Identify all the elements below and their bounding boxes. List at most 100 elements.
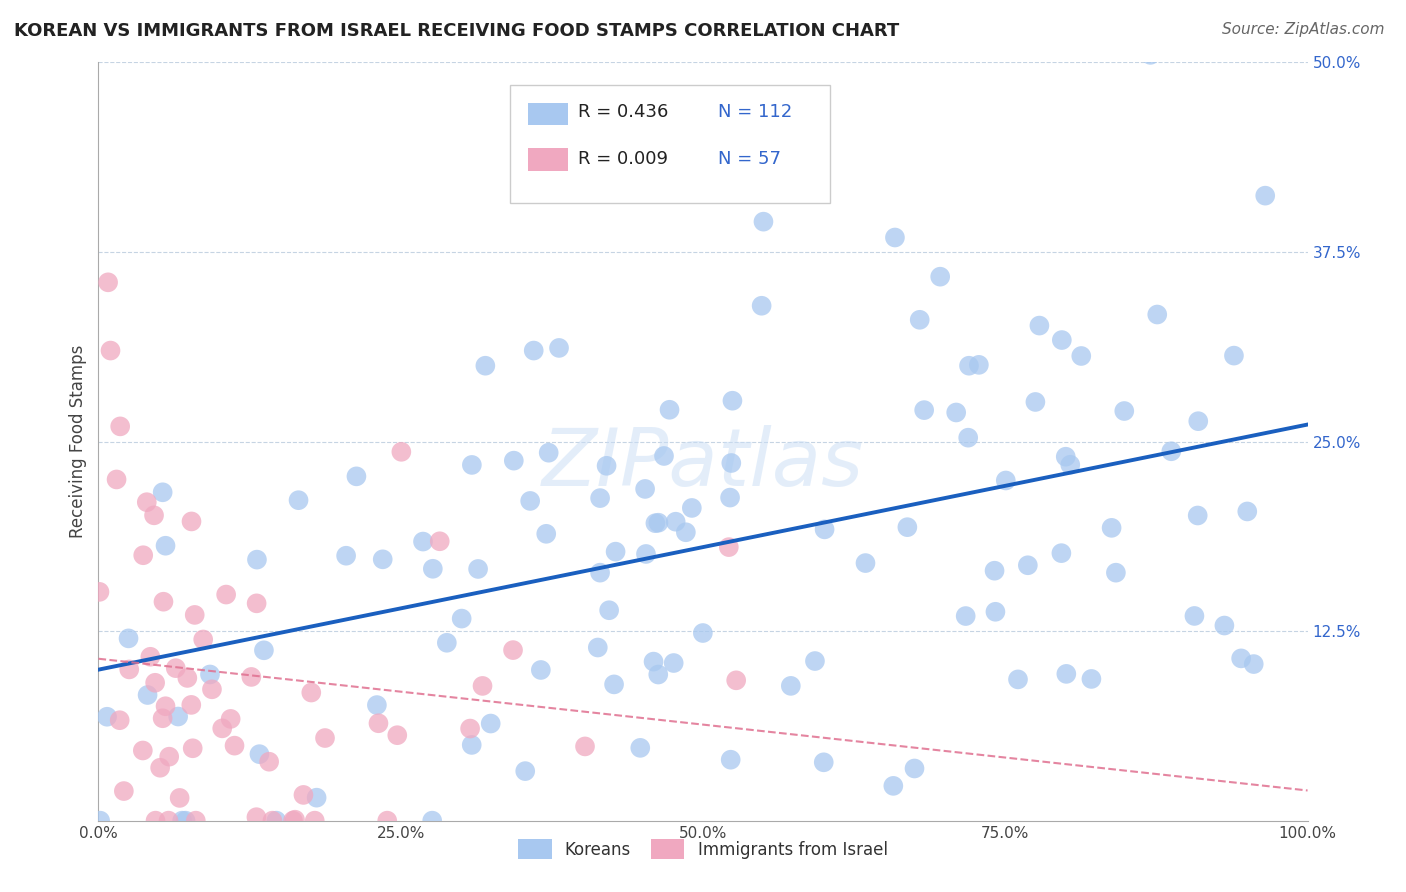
Point [253, 643, 276, 657]
Point [314, 731, 336, 745]
Point [389, 445, 412, 459]
Point [249, 747, 271, 761]
Point [903, 762, 925, 776]
Point [692, 626, 714, 640]
Point [589, 566, 612, 580]
Point [967, 358, 990, 372]
Point [752, 214, 775, 228]
Point [198, 667, 221, 681]
Point [634, 547, 657, 561]
Point [519, 494, 541, 508]
Point [412, 534, 434, 549]
Point [335, 549, 357, 563]
Point [1017, 558, 1039, 573]
Point [299, 685, 322, 699]
Point [262, 814, 284, 828]
Point [1146, 308, 1168, 322]
Point [1028, 318, 1050, 333]
Point [97, 275, 120, 289]
Point [589, 491, 612, 505]
Point [1024, 395, 1046, 409]
Point [474, 359, 496, 373]
Point [1070, 349, 1092, 363]
Point [955, 609, 977, 624]
Point [458, 722, 481, 736]
Point [643, 655, 665, 669]
Point [1243, 657, 1265, 671]
Point [1054, 666, 1077, 681]
Point [450, 611, 472, 625]
Point [1007, 673, 1029, 687]
Point [720, 753, 742, 767]
Point [201, 682, 224, 697]
Point [139, 649, 162, 664]
Point [574, 739, 596, 754]
Point [169, 791, 191, 805]
Text: N = 57: N = 57 [717, 150, 780, 168]
Point [180, 698, 202, 712]
Text: R = 0.009: R = 0.009 [578, 150, 668, 168]
Point [882, 779, 904, 793]
Point [132, 743, 155, 757]
Point [366, 698, 388, 712]
Point [461, 738, 484, 752]
Point [1187, 414, 1209, 428]
Point [165, 661, 187, 675]
Y-axis label: Receiving Food Stamps: Receiving Food Stamps [69, 345, 87, 538]
Point [717, 540, 740, 554]
Point [721, 393, 744, 408]
Point [367, 716, 389, 731]
Point [89, 585, 111, 599]
Point [804, 654, 827, 668]
Point [287, 493, 309, 508]
Point [180, 515, 202, 529]
Point [634, 482, 657, 496]
Point [598, 603, 620, 617]
Point [523, 343, 546, 358]
Point [912, 403, 935, 417]
Point [429, 534, 451, 549]
Point [994, 474, 1017, 488]
Point [658, 402, 681, 417]
Point [149, 761, 172, 775]
Point [219, 712, 242, 726]
Legend: Koreans, Immigrants from Israel: Koreans, Immigrants from Israel [512, 833, 894, 865]
Point [155, 539, 177, 553]
Point [152, 595, 174, 609]
Point [240, 670, 263, 684]
Point [665, 515, 688, 529]
Point [174, 814, 197, 828]
Point [461, 458, 484, 472]
Point [945, 405, 967, 419]
Point [375, 814, 398, 828]
Point [647, 516, 669, 530]
Point [436, 636, 458, 650]
Point [284, 813, 307, 827]
Point [387, 728, 409, 742]
Point [984, 605, 1007, 619]
Point [957, 431, 980, 445]
Point [675, 525, 697, 540]
Point [1213, 618, 1236, 632]
Point [751, 299, 773, 313]
Point [211, 722, 233, 736]
FancyBboxPatch shape [509, 85, 830, 202]
Text: KOREAN VS IMMIGRANTS FROM ISRAEL RECEIVING FOOD STAMPS CORRELATION CHART: KOREAN VS IMMIGRANTS FROM ISRAEL RECEIVI… [14, 22, 900, 40]
Point [420, 814, 443, 828]
Text: ZIPatlas: ZIPatlas [541, 425, 865, 503]
Point [108, 713, 131, 727]
Point [725, 673, 748, 688]
Point [215, 588, 238, 602]
FancyBboxPatch shape [527, 103, 568, 126]
Point [662, 656, 685, 670]
Point [305, 790, 328, 805]
Point [586, 640, 609, 655]
Point [855, 556, 877, 570]
Point [292, 788, 315, 802]
Point [112, 784, 135, 798]
Point [908, 313, 931, 327]
Point [157, 814, 180, 828]
Point [628, 740, 651, 755]
Point [136, 688, 159, 702]
Point [257, 755, 280, 769]
